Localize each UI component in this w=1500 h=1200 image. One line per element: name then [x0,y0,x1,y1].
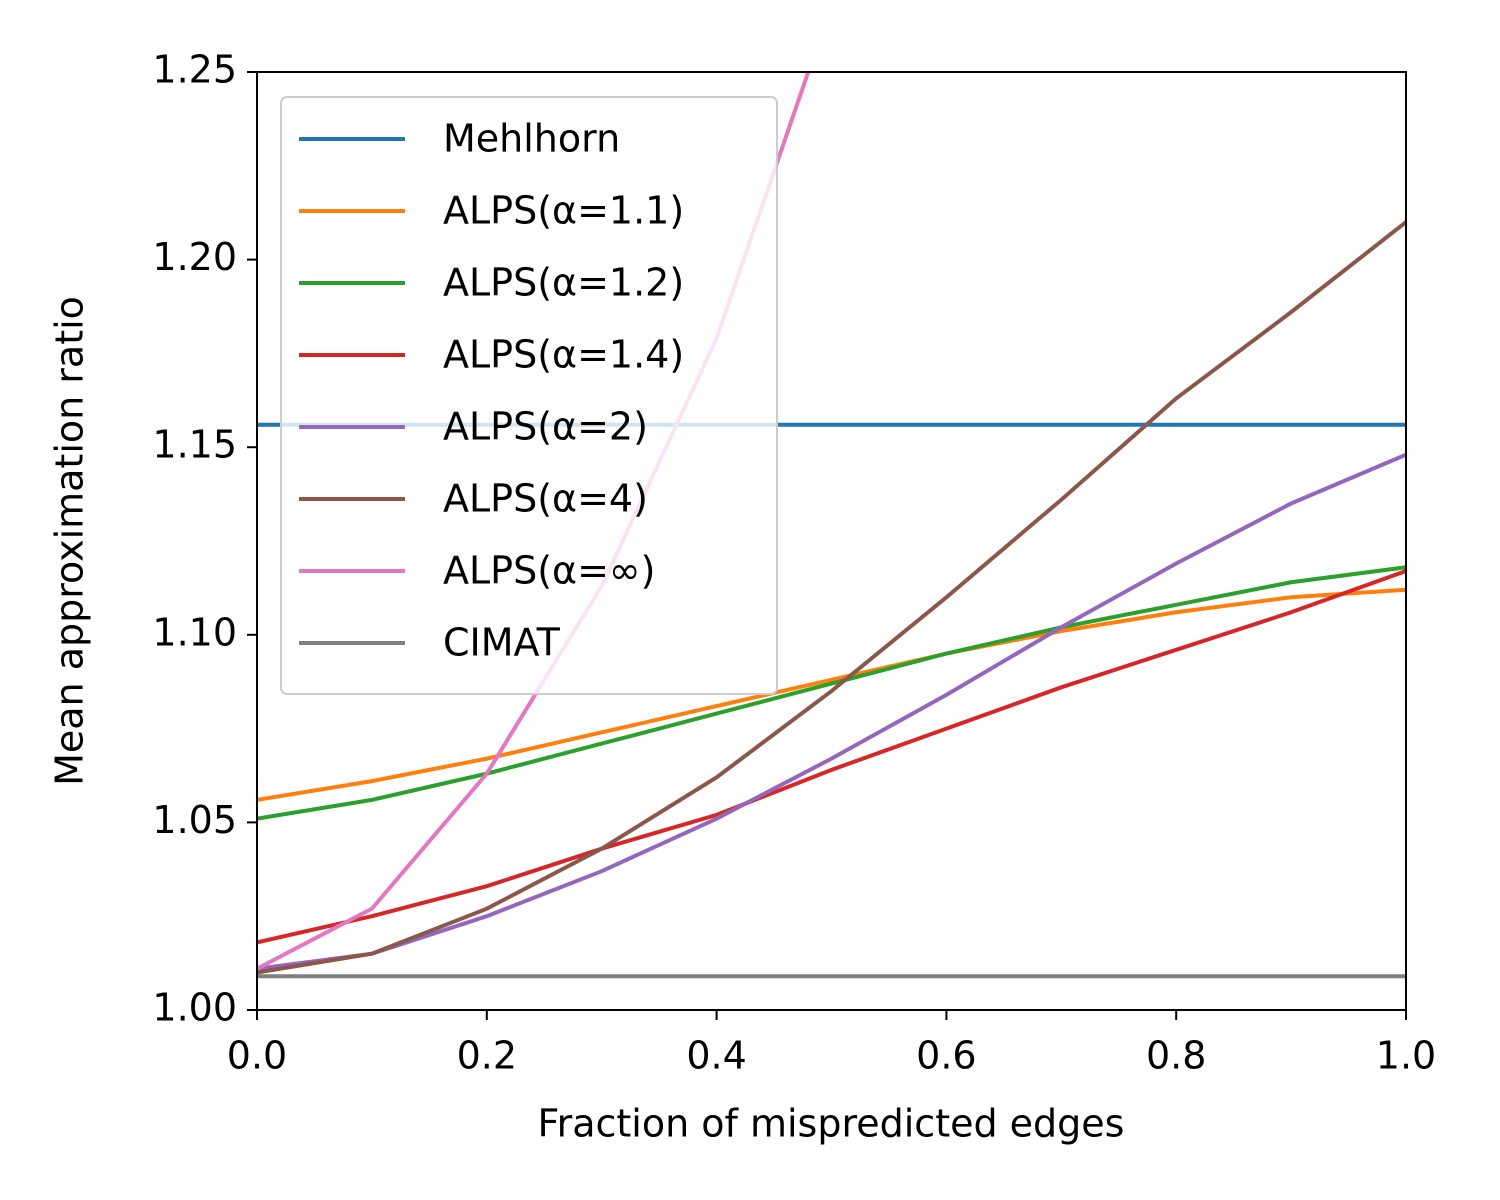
x-tick-label: 0.4 [686,1034,746,1078]
x-axis-label: Fraction of mispredicted edges [538,1102,1125,1146]
axes-frame [256,71,1407,1011]
y-tick-label: 1.15 [152,423,237,467]
x-tick-label: 0.6 [916,1034,976,1078]
series-line [257,220,1406,975]
series-line [257,452,1406,971]
y-tick-label: 1.20 [152,235,237,279]
legend-label: CIMAT [443,621,561,665]
legend-label: Mehlhorn [443,117,620,161]
legend-label: ALPS(α=4) [443,477,648,521]
series-line [257,565,1406,821]
y-axis-label: Mean approximation ratio [48,296,92,786]
legend-label: ALPS(α=1.4) [443,333,684,377]
y-tick-label: 1.00 [152,986,237,1030]
y-tick-label: 1.10 [152,610,237,654]
plot-area [257,72,1406,979]
legend-label: ALPS(α=2) [443,405,648,449]
series-line [257,587,1406,802]
series-line [257,569,1406,945]
y-tick-label: 1.25 [152,48,237,92]
x-tick-label: 0.0 [227,1034,287,1078]
x-tick-label: 1.0 [1376,1034,1436,1078]
legend-label: ALPS(α=∞) [443,549,655,593]
x-tick-label: 0.8 [1146,1034,1206,1078]
y-tick-label: 1.05 [152,798,237,842]
legend-label: ALPS(α=1.2) [443,261,684,305]
legend-box [280,96,778,695]
legend-label: ALPS(α=1.1) [443,189,684,233]
x-tick-label: 0.2 [457,1034,517,1078]
